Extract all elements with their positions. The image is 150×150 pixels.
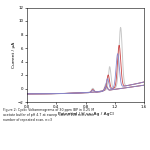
- Text: Figure 2: Cyclic Voltammograms of 30 ppm IBP in 0.25 M
acetate buffer of pH 4.7 : Figure 2: Cyclic Voltammograms of 30 ppm…: [3, 108, 94, 122]
- Y-axis label: Current / μA: Current / μA: [12, 42, 16, 68]
- X-axis label: Potential / V vs. Ag / AgCl: Potential / V vs. Ag / AgCl: [58, 112, 113, 116]
